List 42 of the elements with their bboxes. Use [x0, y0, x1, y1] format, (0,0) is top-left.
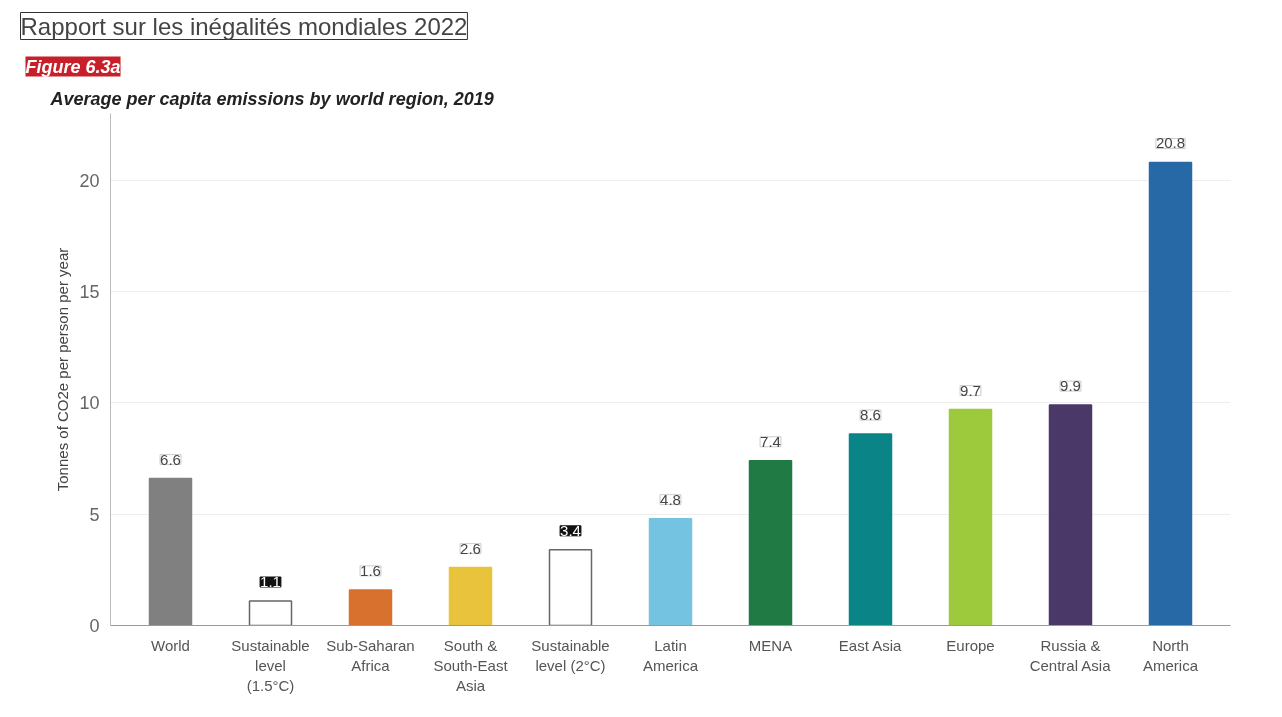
- bar: [348, 589, 393, 626]
- x-tick-label: World: [151, 636, 190, 654]
- bar: [448, 566, 493, 626]
- data-label: 7.4: [760, 432, 781, 450]
- bar: [1148, 161, 1193, 626]
- data-label: 9.9: [1060, 377, 1081, 395]
- data-label: 2.6: [460, 539, 481, 557]
- data-label: 6.6: [160, 450, 181, 468]
- bar: [248, 600, 293, 626]
- x-tick-label: Sustainable level (2°C): [531, 636, 610, 674]
- y-tick-label: 20: [79, 170, 100, 191]
- x-tick-label: Russia & Central Asia: [1029, 636, 1112, 674]
- chart-subtitle: Average per capita emissions by world region, 2019: [49, 88, 494, 109]
- y-axis-title: Tonnes of CO2e per person per year: [54, 247, 72, 492]
- x-tick-label: Europe: [946, 636, 995, 654]
- x-tick-label: Sustainable level (1.5°C): [231, 636, 310, 695]
- data-label: 9.7: [960, 381, 981, 399]
- bar: [1048, 404, 1093, 626]
- y-tick-label: 15: [79, 282, 100, 303]
- bar: [648, 517, 693, 626]
- data-label: 4.8: [660, 490, 681, 508]
- bar: [148, 477, 193, 626]
- y-tick-label: 5: [89, 504, 100, 525]
- x-tick-label: East Asia: [838, 636, 903, 654]
- data-label: 3.4: [560, 521, 581, 539]
- chart-title: Rapport sur les inégalités mondiales 2022: [20, 12, 468, 40]
- caption: Figure 6.3a: [25, 56, 121, 77]
- data-label: 1.1: [260, 573, 281, 591]
- x-tick-label: MENA: [748, 636, 793, 654]
- x-tick-label: North America: [1142, 636, 1199, 674]
- x-tick-label: Latin America: [642, 636, 699, 674]
- data-label: 1.6: [360, 561, 381, 579]
- y-tick-label: 0: [89, 616, 100, 636]
- bar: [948, 408, 993, 626]
- x-tick-label: South & South-East Asia: [433, 636, 509, 695]
- bar: [748, 460, 793, 626]
- y-tick-label: 10: [79, 393, 100, 414]
- data-label: 20.8: [1155, 134, 1186, 152]
- x-tick-label: Sub-Saharan Africa: [326, 636, 415, 674]
- data-label: 8.6: [860, 406, 881, 424]
- bar: [848, 433, 893, 626]
- bar: [548, 549, 593, 626]
